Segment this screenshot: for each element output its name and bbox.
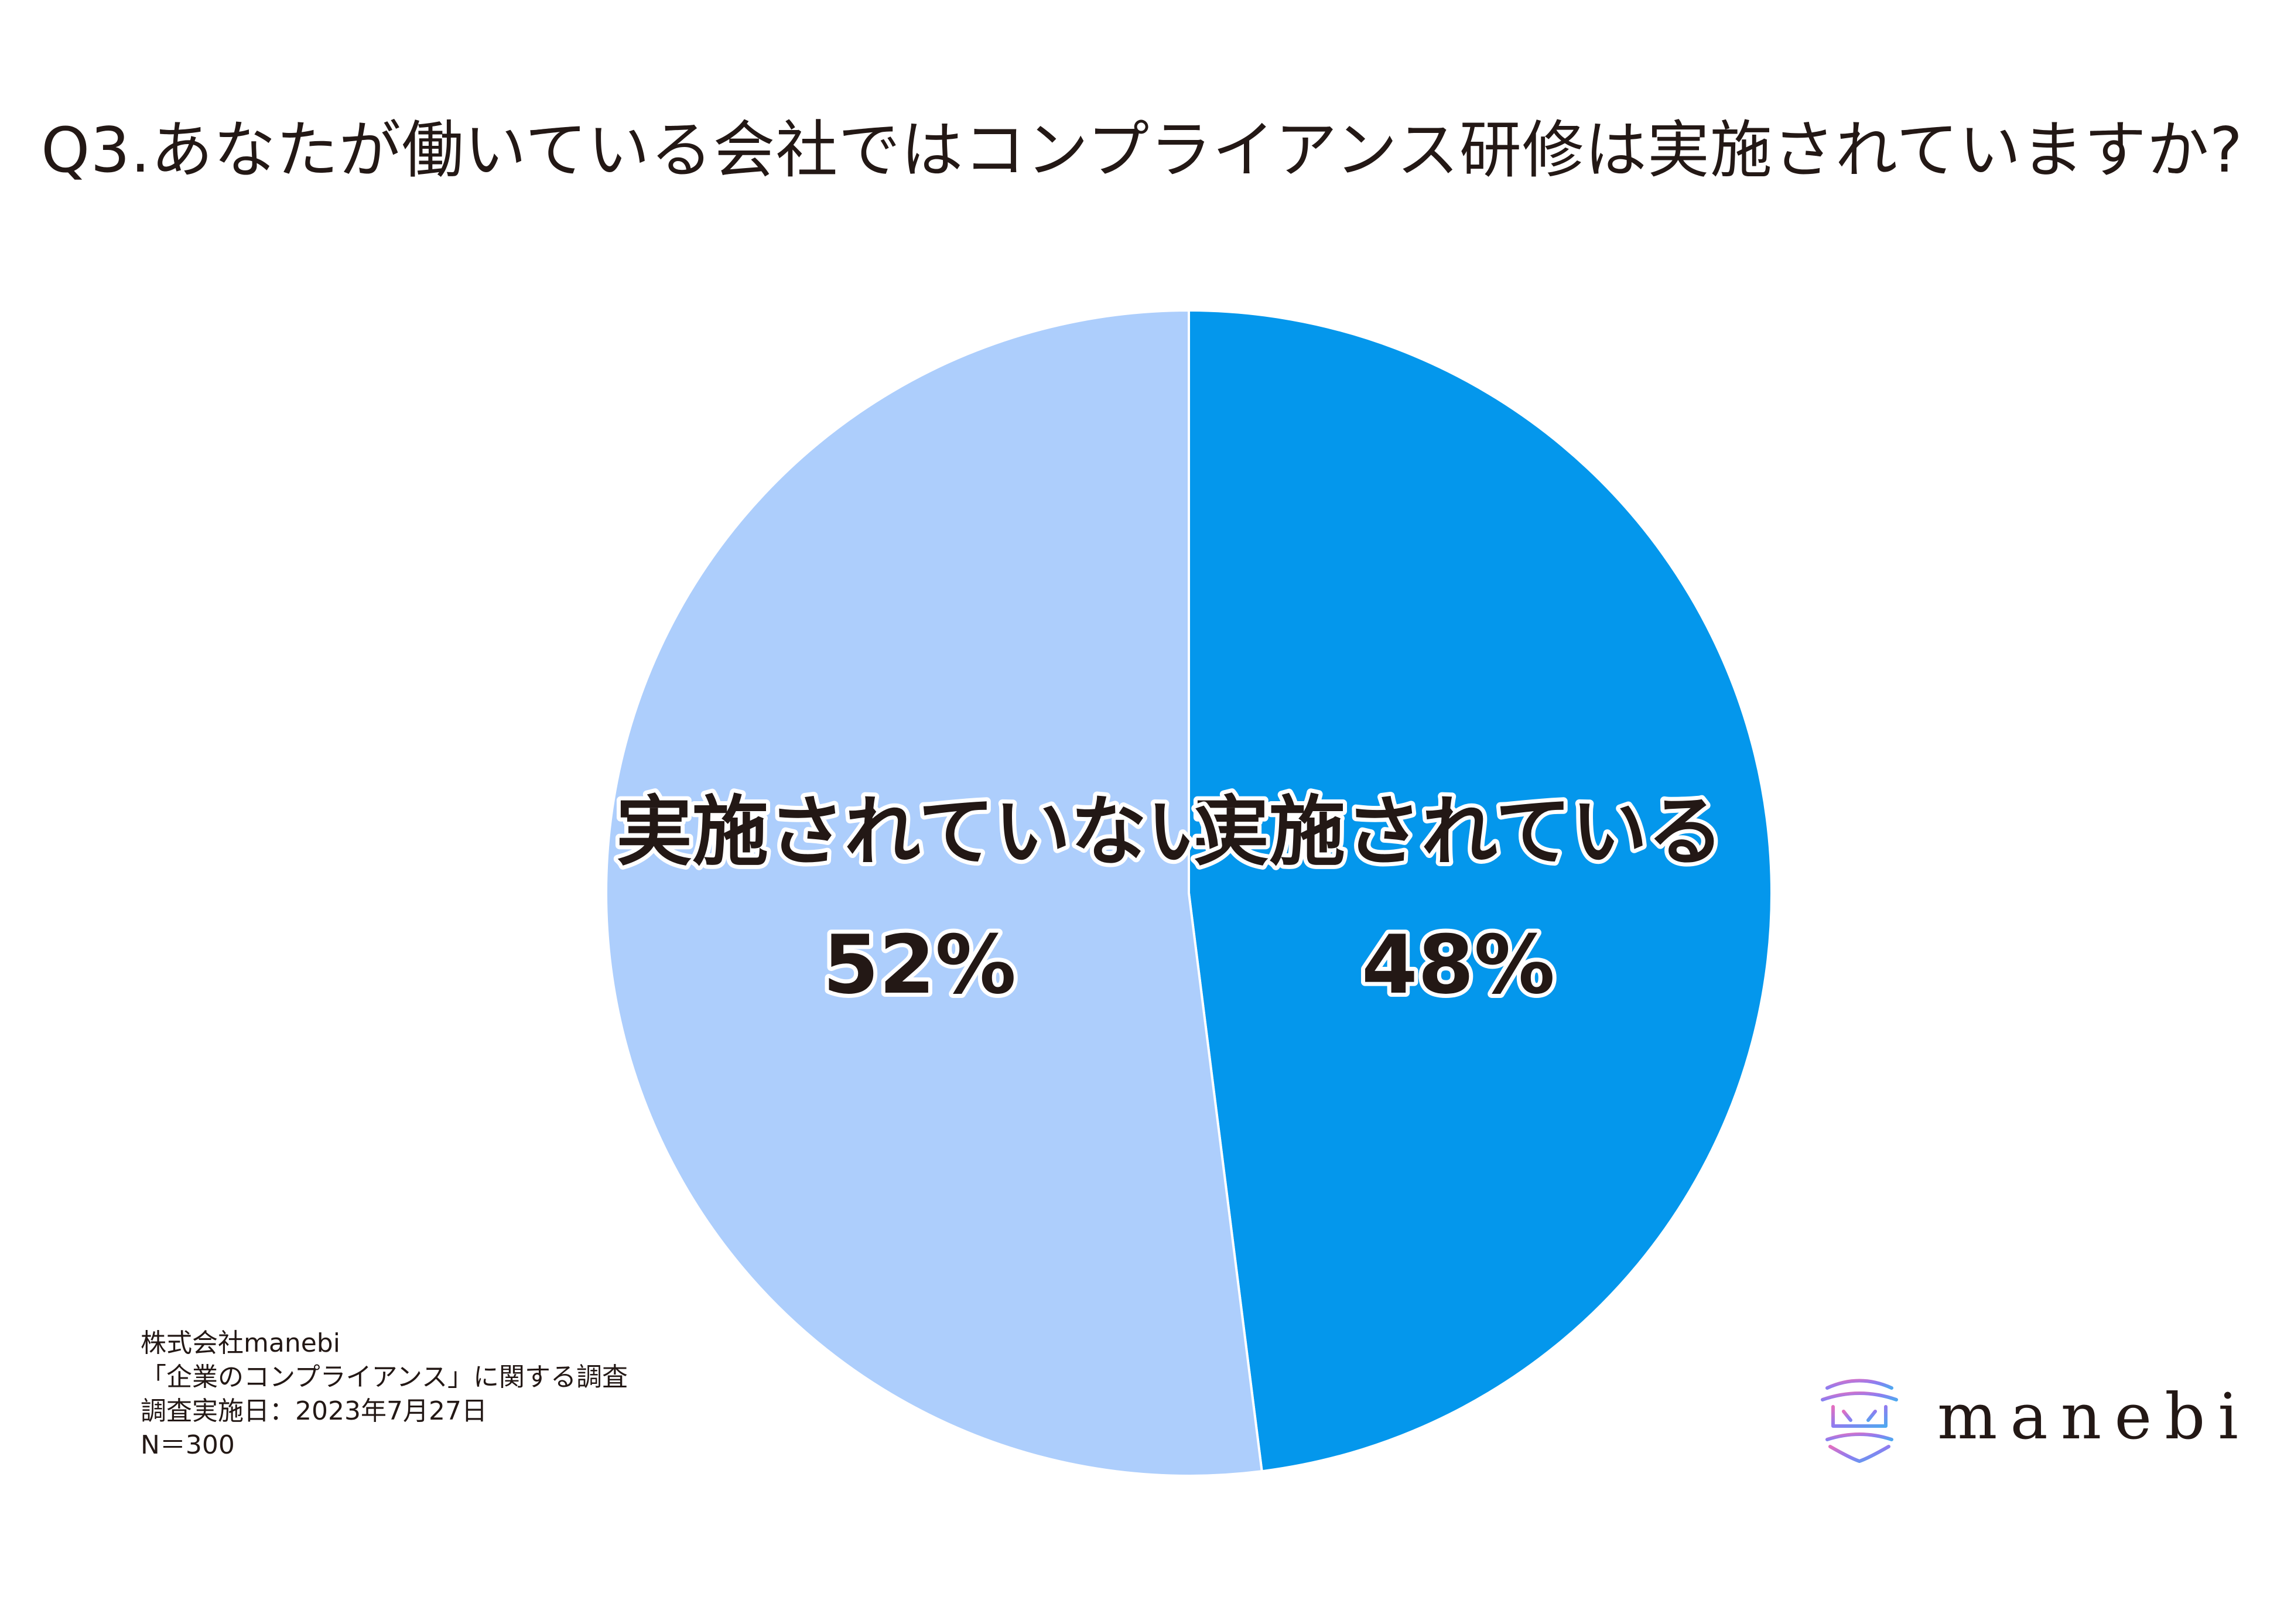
slice-value-1: 52% [823, 918, 1016, 1012]
manebi-logo-text: manebi [1937, 1380, 2251, 1454]
footnote-sample-size: N＝300 [141, 1430, 235, 1460]
manebi-logo-mark-icon [1820, 1379, 1899, 1463]
manebi-logo: manebi [1815, 1370, 2238, 1464]
survey-footnote: 株式会社manebi 「企業のコンプライアンス」に関する調査 調査実施日：202… [141, 1326, 628, 1462]
footnote-survey-date: 調査実施日：2023年7月27日 [141, 1396, 487, 1426]
pie-slices [605, 309, 1773, 1477]
slice-label-1: 実施されていない [616, 787, 1223, 876]
footnote-survey-title: 「企業のコンプライアンス」に関する調査 [141, 1362, 628, 1392]
footnote-company: 株式会社manebi [141, 1328, 340, 1358]
slice-label-0: 実施されている [1193, 787, 1724, 876]
chart-title: Q3.あなたが働いている会社ではコンプライアンス研修は実施されていますか? [41, 114, 2243, 186]
pie-slice-1 [605, 309, 1263, 1477]
pie-labels: 実施されている 48% 実施されていない 52% [612, 783, 1728, 1016]
slice-value-0: 48% [1362, 918, 1555, 1012]
pie-slice-0 [1188, 309, 1773, 1473]
